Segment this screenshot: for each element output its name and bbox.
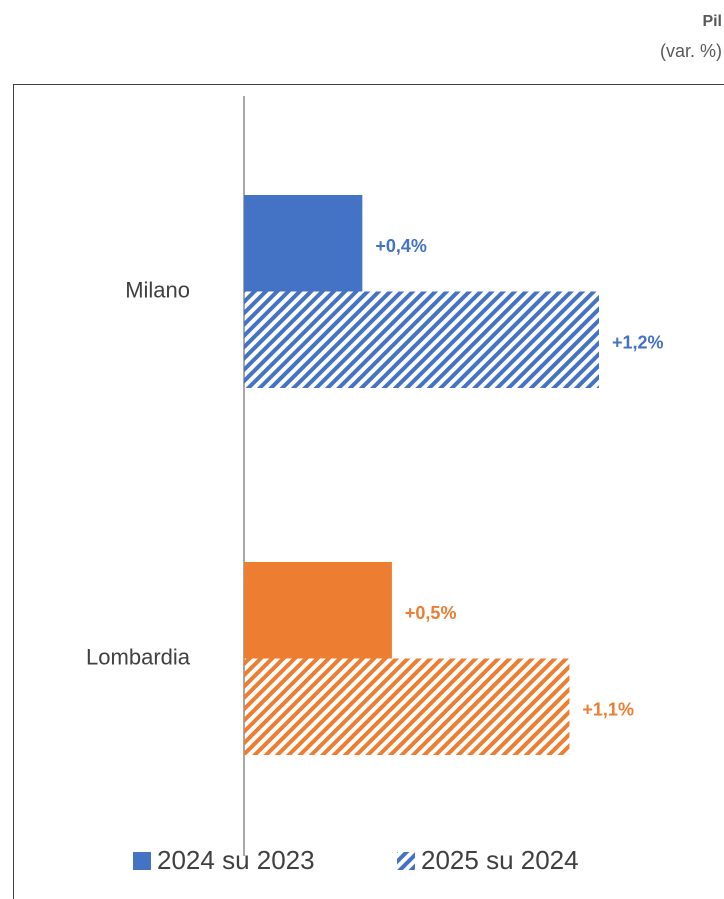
value-label: +0,5% [405,603,457,623]
legend-label: 2025 su 2024 [421,845,579,875]
value-label: +0,4% [375,236,427,256]
legend-label: 2024 su 2023 [157,845,315,875]
chart-frame [13,84,724,899]
legend-swatch [133,852,151,870]
value-label: +1,2% [612,333,664,353]
bar [244,291,599,388]
legend-swatch [397,852,415,870]
value-label: +1,1% [582,700,634,720]
bar [244,562,392,659]
bar [244,195,363,292]
category-label: Lombardia [86,644,191,669]
chart-subtitle: (var. %) [660,41,722,61]
chart-title: Pil [702,13,722,30]
category-label: Milano [125,277,190,302]
bar [244,658,570,755]
